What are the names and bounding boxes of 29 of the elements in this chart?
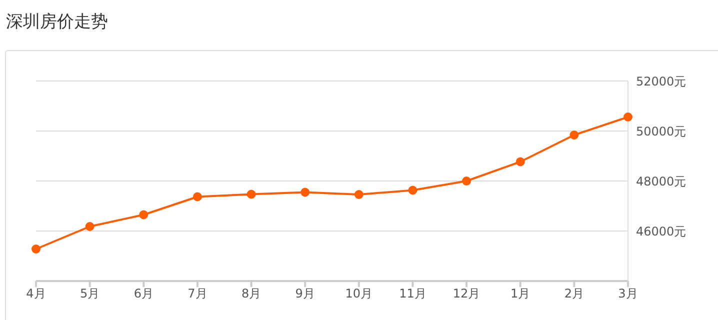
x-tick-label: 2月: [564, 286, 584, 301]
point: [32, 244, 40, 254]
x-tick-label: 11月: [399, 286, 426, 301]
y-tick-label: 46000元: [636, 224, 686, 238]
x-tick-label: 12月: [452, 286, 480, 301]
point: [300, 188, 310, 197]
x-tick-label: 3月: [618, 286, 638, 301]
x-tick-label: 7月: [188, 286, 208, 301]
x-tick-label: 10月: [345, 286, 373, 301]
point: [570, 130, 579, 140]
y-tick-label: 48000元: [636, 174, 686, 188]
x-tick-label: 6月: [134, 286, 154, 301]
point: [85, 222, 94, 231]
point: [408, 186, 418, 195]
y-tick-label: 52000元: [636, 74, 686, 88]
chart-title: 深圳房价走势: [6, 11, 108, 33]
y-tick-label: 50000元: [636, 124, 686, 138]
point: [192, 192, 202, 202]
point: [516, 157, 525, 166]
point: [246, 190, 256, 199]
x-tick-label: 1月: [510, 286, 530, 301]
point: [354, 190, 364, 199]
x-tick-label: 8月: [241, 286, 262, 301]
point: [462, 176, 472, 186]
x-tick-label: 5月: [80, 286, 100, 301]
x-tick-label: 9月: [295, 286, 315, 301]
point: [139, 210, 148, 220]
point: [624, 112, 632, 122]
x-tick-label: 4月: [26, 286, 46, 301]
